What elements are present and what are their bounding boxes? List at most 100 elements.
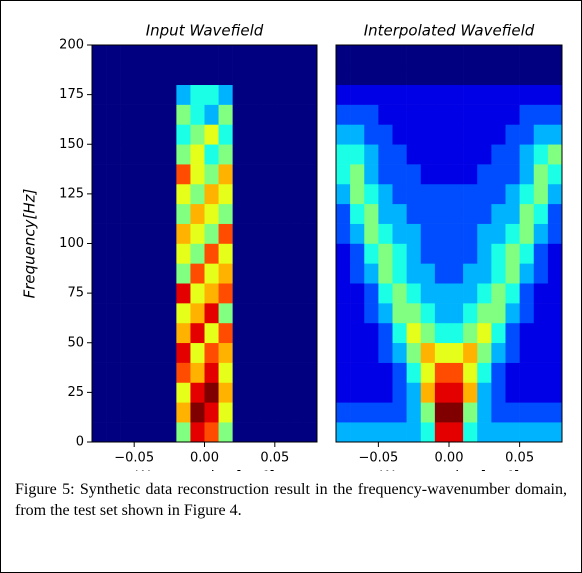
heatmap-cell [232, 144, 247, 165]
heatmap-cell [302, 124, 318, 145]
heatmap-cell [246, 283, 262, 304]
heatmap-cell [106, 322, 121, 344]
heatmap-cell [491, 183, 506, 205]
heatmap-cell [260, 64, 276, 85]
heatmap-cell [420, 124, 436, 145]
heatmap-cell [274, 164, 290, 185]
heatmap-cell [434, 342, 450, 363]
heatmap-cell [547, 342, 563, 363]
heatmap-cell [491, 203, 506, 224]
heatmap-cell [218, 124, 233, 145]
heatmap-cell [176, 342, 191, 363]
heatmap-cell [176, 183, 191, 205]
heatmap-cell [519, 422, 535, 443]
heatmap-cell [148, 203, 163, 224]
heatmap-cell [288, 223, 304, 244]
heatmap-cell [350, 342, 365, 363]
heatmap-cell [120, 183, 135, 205]
heatmap-cell [92, 45, 107, 66]
heatmap-cell [519, 402, 535, 423]
heatmap-cell [519, 382, 535, 403]
heatmap-cell [190, 283, 205, 304]
heatmap-cell [218, 342, 233, 363]
heatmap-cell [288, 402, 304, 423]
heatmap-cell [505, 104, 520, 125]
heatmap-cell [477, 223, 492, 244]
heatmap-cell [302, 303, 318, 324]
heatmap-cell [260, 342, 276, 363]
heatmap-cell [162, 422, 177, 443]
heatmap-cell [120, 342, 135, 363]
heatmap-cell [218, 223, 233, 244]
heatmap-cell [392, 322, 407, 344]
heatmap-cell [505, 64, 520, 85]
heatmap-cell [190, 64, 205, 85]
heatmap-cell [302, 64, 318, 85]
caption: Figure 5: Synthetic data reconstruction … [15, 481, 567, 519]
heatmap-cell [519, 243, 535, 264]
heatmap-cell [120, 322, 135, 344]
heatmap-cell [519, 342, 535, 363]
heatmap-cell [232, 402, 247, 423]
heatmap-cell [519, 203, 535, 224]
heatmap-cell [288, 164, 304, 185]
heatmap-cell [336, 144, 351, 165]
heatmap-cell [204, 243, 219, 264]
heatmap-cell [204, 283, 219, 304]
y-tick-label: 100 [59, 236, 84, 251]
heatmap-cell [106, 183, 121, 205]
heatmap-cell [477, 84, 492, 105]
heatmap-cell [477, 402, 492, 423]
heatmap-cell [274, 243, 290, 264]
heatmap-cell [162, 382, 177, 403]
heatmap-cell [463, 144, 478, 165]
heatmap-cell [364, 283, 379, 304]
heatmap-cell [491, 322, 506, 344]
heatmap-cell [120, 382, 135, 403]
heatmap-cell [420, 382, 436, 403]
heatmap-cell [547, 64, 563, 85]
heatmap-cell [364, 303, 379, 324]
heatmap-cell [106, 422, 121, 443]
heatmap-cell [477, 322, 492, 344]
heatmap-cell [449, 203, 464, 224]
heatmap-cell [274, 84, 290, 105]
heatmap-cell [246, 382, 262, 403]
heatmap-cell [218, 183, 233, 205]
heatmap-cell [336, 203, 351, 224]
heatmap-cell [477, 64, 492, 85]
heatmap-cell [519, 223, 535, 244]
heatmap-cell [92, 243, 107, 264]
heatmap-cell [519, 64, 535, 85]
heatmap-cell [232, 183, 247, 205]
heatmap-cell [120, 144, 135, 165]
title: Interpolated Wavefield [364, 22, 535, 40]
heatmap-cell [463, 402, 478, 423]
heatmap-cell [302, 164, 318, 185]
heatmap-cell [176, 243, 191, 264]
heatmap-cell [190, 164, 205, 185]
heatmap-cell [246, 84, 262, 105]
heatmap-cell [218, 144, 233, 165]
heatmap-cell [120, 303, 135, 324]
heatmap-cell [350, 45, 365, 66]
heatmap-cell [336, 84, 351, 105]
heatmap-cell [378, 322, 393, 344]
heatmap-cell [547, 84, 563, 105]
heatmap-cell [218, 164, 233, 185]
heatmap-cell [519, 45, 535, 66]
heatmap-cell [533, 263, 549, 284]
heatmap-cell [434, 104, 450, 125]
heatmap-cell [477, 382, 492, 403]
heatmap-cell [204, 263, 219, 284]
heatmap-cell [420, 402, 436, 423]
heatmap-cell [364, 183, 379, 205]
heatmap-cell [176, 144, 191, 165]
heatmap-cell [288, 342, 304, 363]
heatmap-cell [350, 402, 365, 423]
heatmap-cell [364, 362, 379, 383]
heatmap-cell [547, 243, 563, 264]
heatmap-cell [336, 64, 351, 85]
heatmap-cell [134, 164, 149, 185]
heatmap-cell [288, 124, 304, 145]
